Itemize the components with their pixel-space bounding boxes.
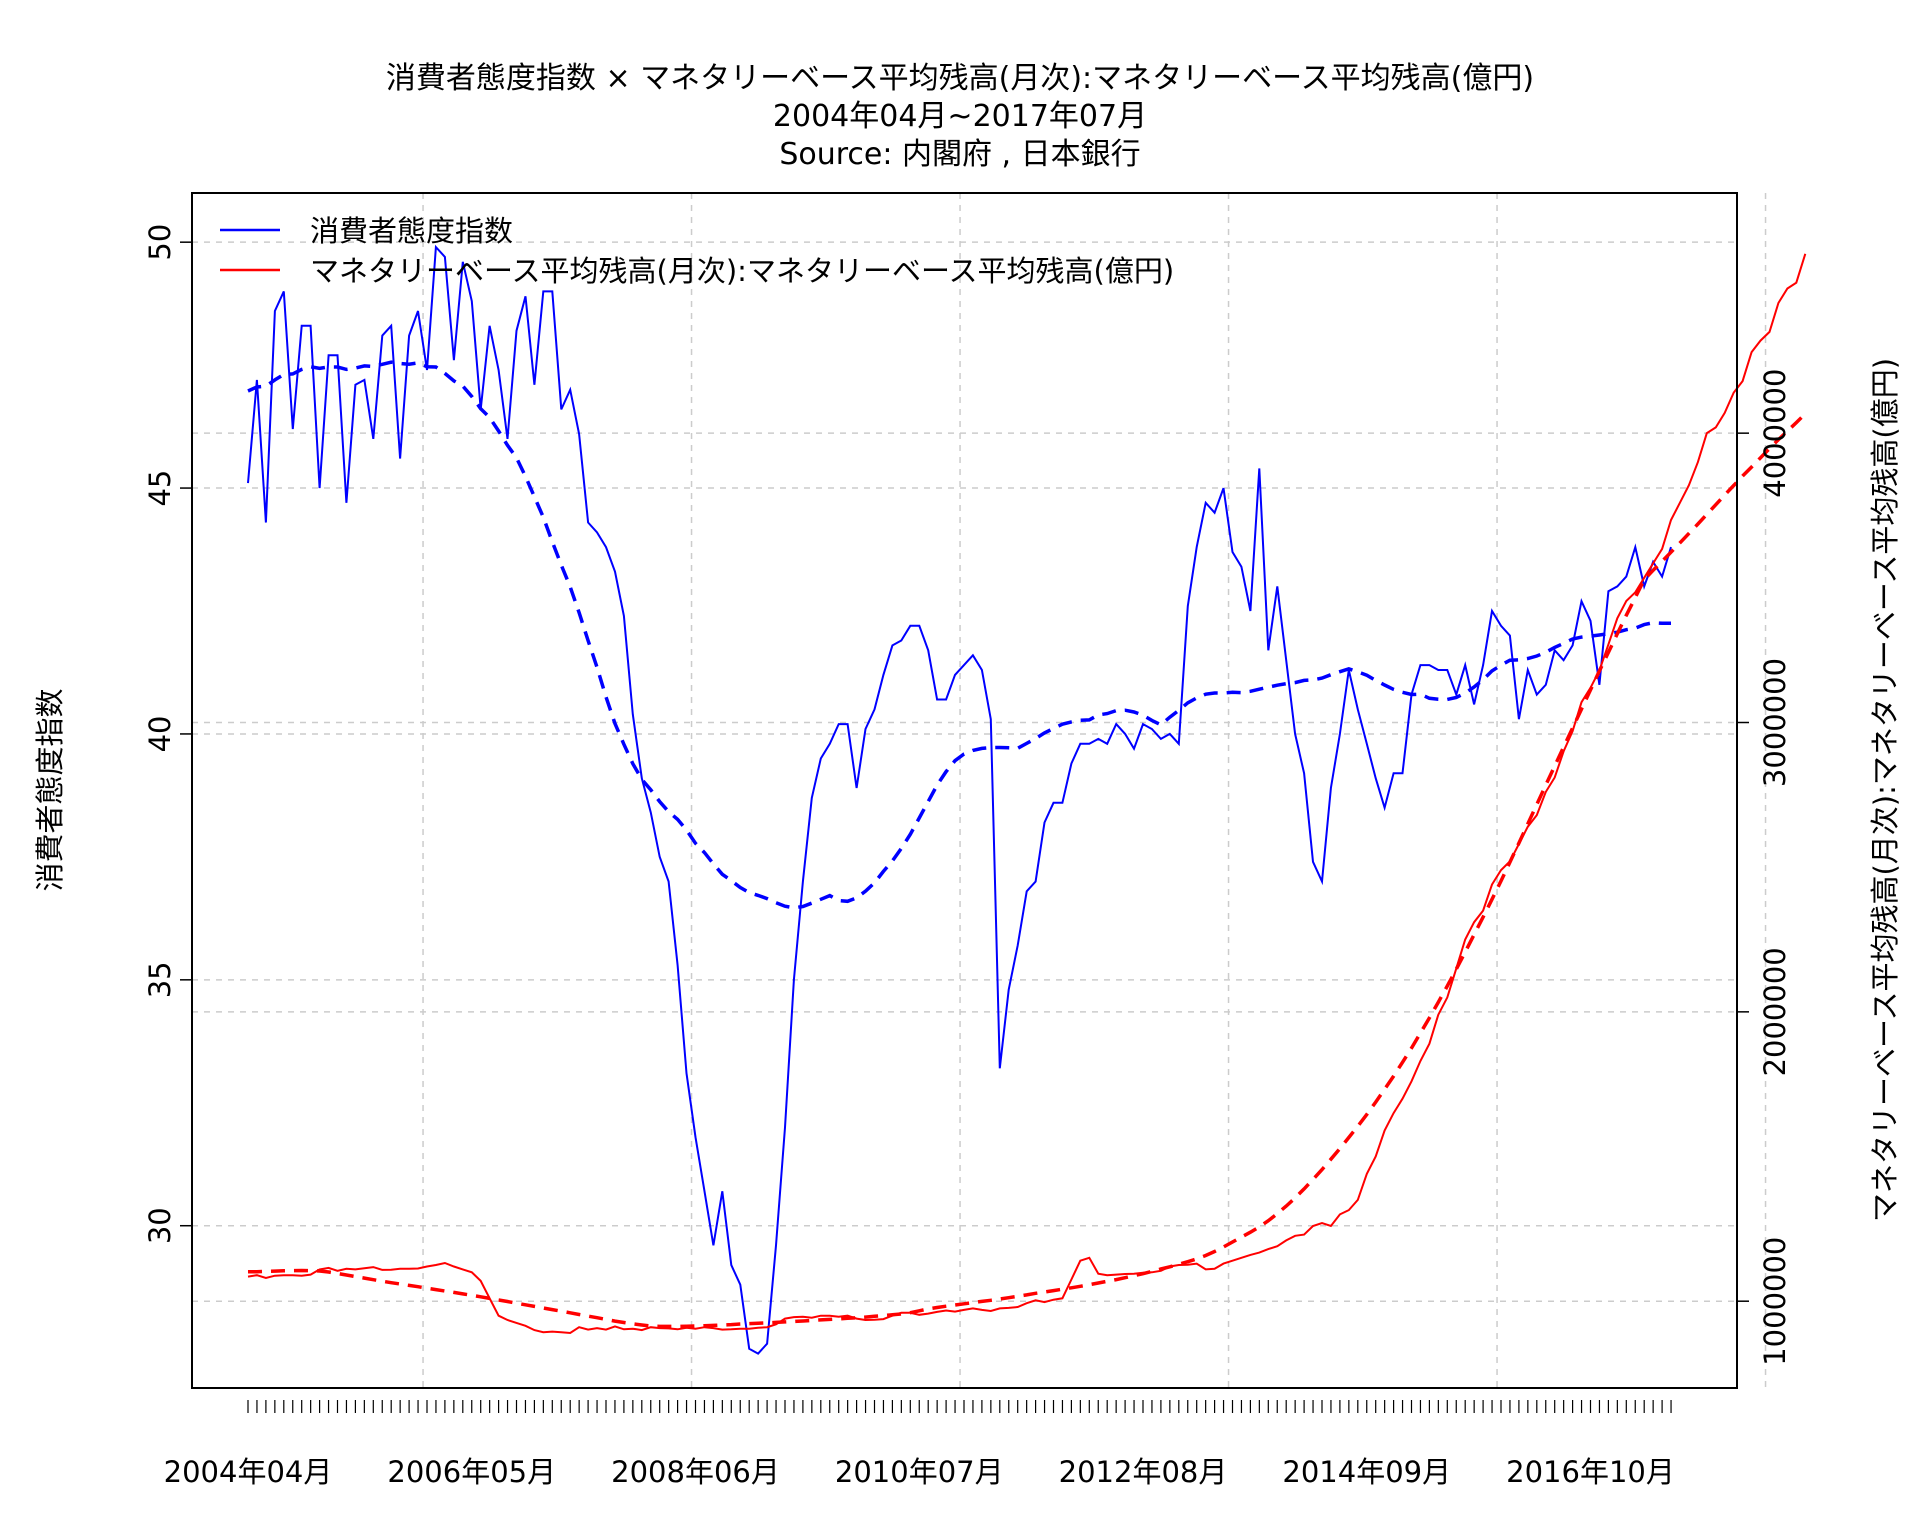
grid-layer (192, 193, 1767, 1388)
y-left-tick-label-0: 30 (143, 1207, 177, 1244)
chart-title-line-3: Source: 内閣府 , 日本銀行 (779, 137, 1140, 172)
trend-line-1 (247, 412, 1807, 1329)
y-left-tick-label-1: 35 (143, 961, 177, 998)
y-right-tick-label-0: 1000000 (1758, 1237, 1792, 1366)
legend-label-consumer-confidence: 消費者態度指数 (310, 214, 513, 248)
series-line-1 (247, 253, 1807, 1335)
legend-label-monetary-base: マネタリーベース平均残高(月次):マネタリーベース平均残高(億円) (310, 254, 1174, 288)
y-left-tick-label-4: 50 (143, 224, 177, 261)
y-left-tick-label-3: 45 (143, 470, 177, 507)
axis-layer: 30 35 40 45 50 1000000 2000000 3000000 4000000 20… (143, 224, 1792, 1489)
legend: 消費者態度指数 マネタリーベース平均残高(月次):マネタリーベース平均残高(億円… (220, 214, 1174, 288)
x-tick-label-0: 2004年04月 (164, 1455, 333, 1489)
y-right-tick-label-2: 3000000 (1758, 658, 1792, 787)
x-tick-label-6: 2016年10月 (1506, 1455, 1675, 1489)
chart-title-line-1: 消費者態度指数 × マネタリーベース平均残高(月次):マネタリーベース平均残高(… (386, 61, 1534, 96)
x-tick-label-5: 2014年09月 (1282, 1455, 1451, 1489)
series-layer (247, 244, 1807, 1355)
x-tick-label-2: 2008年06月 (611, 1455, 780, 1489)
plot-frame (191, 192, 1738, 1389)
y-left-tick-label-2: 40 (143, 715, 177, 752)
x-tick-label-3: 2010年07月 (835, 1455, 1004, 1489)
y-right-tick-label-1: 2000000 (1758, 947, 1792, 1076)
x-tick-label-1: 2006年05月 (387, 1455, 556, 1489)
x-tick-label-4: 2012年08月 (1059, 1455, 1228, 1489)
y-axis-left-title: 消費者態度指数 (33, 688, 67, 891)
y-axis-right-title: マネタリーベース平均残高(月次):マネタリーベース平均残高(億円) (1868, 358, 1902, 1222)
series-line-0 (247, 244, 1672, 1355)
chart-title-line-2: 2004年04月~2017年07月 (773, 99, 1147, 134)
trend-line-0 (247, 360, 1672, 910)
y-right-tick-label-3: 4000000 (1758, 369, 1792, 498)
